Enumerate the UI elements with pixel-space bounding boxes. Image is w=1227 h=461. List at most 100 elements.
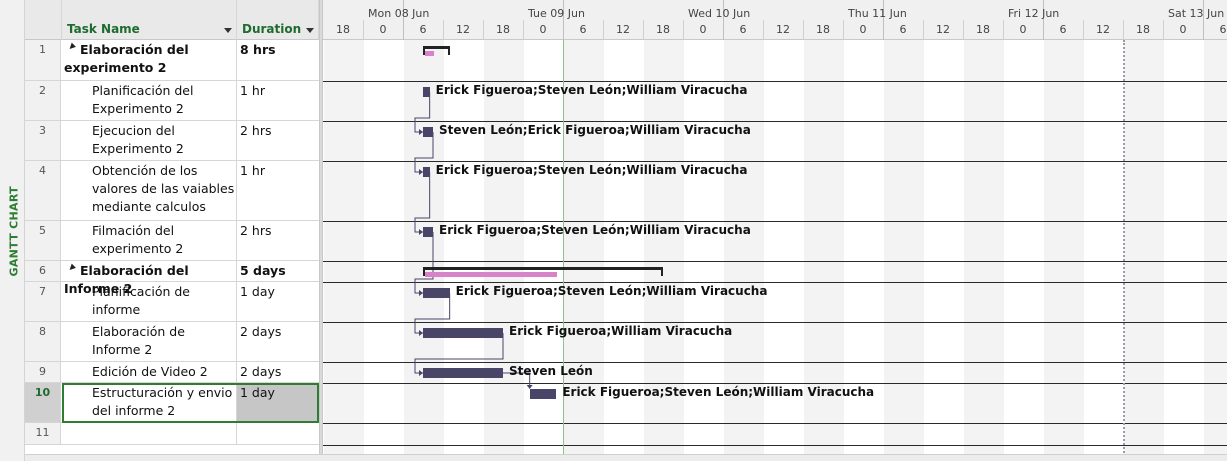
task-bar[interactable] [423,227,433,237]
task-name-cell[interactable]: Elaboración del Informe 2 [62,261,237,296]
row-separator [323,161,1227,162]
table-row[interactable]: 9 Edición de Video 2 2 days [25,362,319,383]
duration-cell[interactable]: 1 day [240,284,275,299]
dependency-link[interactable] [414,132,434,173]
task-name-cell[interactable]: Elaboración de Informe 2 [62,322,237,361]
nonworking-time-shade [1044,40,1084,461]
duration-cell[interactable]: 2 hrs [240,123,272,138]
filter-arrow-icon[interactable] [224,28,232,33]
horizontal-scrollbar[interactable] [25,454,1227,461]
row-id[interactable]: 9 [25,362,61,382]
row-id[interactable]: 6 [25,261,61,281]
row-id[interactable]: 2 [25,81,61,120]
dependency-link[interactable] [414,172,431,233]
timescale[interactable]: 18 0 6 12 18 0 6 12 18 0 6 12 18 0 6 12 18 0 6 12 18 0 6 Mon 08… [323,0,1227,40]
timescale-tick [1043,0,1044,40]
duration-cell[interactable] [237,423,319,444]
duration-cell[interactable]: 5 days [240,263,286,278]
table-row[interactable]: 11 [25,423,319,445]
row-id[interactable]: 3 [25,121,61,160]
row-separator [323,322,1227,323]
summary-bar[interactable] [423,267,663,276]
row-id[interactable]: 8 [25,322,61,361]
dependency-link[interactable] [414,232,434,294]
row-separator [323,121,1227,122]
row-id[interactable]: 7 [25,282,61,321]
table-row[interactable]: 2 Planificación del Experimento 2 1 hr [25,81,319,121]
task-name-cell[interactable]: Planificación del Experimento 2 [62,81,237,120]
timescale-hour-label: 18 [496,23,510,36]
duration-cell[interactable]: 1 hr [240,83,265,98]
table-row[interactable]: 6 Elaboración del Informe 2 5 days [25,261,319,296]
task-bar[interactable] [529,389,557,399]
table-row[interactable]: 5 Filmación del experimento 2 2 hrs [25,221,319,261]
dependency-link[interactable] [414,333,504,374]
task-name-cell[interactable]: Filmación del experimento 2 [62,221,237,260]
task-table: Task Name Duration 1 Elaboración del expe… [25,0,319,461]
task-name-cell[interactable]: Elaboración del experimento 2 [62,40,237,80]
collapse-triangle-icon[interactable] [67,42,76,52]
column-header-duration[interactable]: Duration [237,0,319,40]
row-id[interactable]: 5 [25,221,61,260]
table-row[interactable]: 4 Obtención de los valores de las vaiable… [25,161,319,221]
timescale-hour-label: 6 [579,23,587,36]
timescale-tick [443,20,444,40]
task-name-cell[interactable]: Planificación de informe [62,282,237,321]
filter-arrow-icon[interactable] [306,28,314,33]
row-id[interactable]: 1 [25,40,61,80]
duration-cell[interactable]: 1 day [237,383,319,422]
row-id[interactable]: 10 [25,383,61,422]
timescale-hour-label: 0 [1179,23,1187,36]
task-name-text: Estructuración y envio del informe 2 [92,385,233,418]
row-separator [323,221,1227,222]
task-name-text: Filmación del experimento 2 [92,223,184,256]
task-name-cell[interactable]: Obtención de los valores de las vaiables… [62,161,237,220]
duration-cell[interactable]: 2 hrs [240,223,272,238]
duration-cell[interactable]: 8 hrs [240,42,276,57]
row-separator [323,445,1227,446]
table-row[interactable]: 8 Elaboración de Informe 2 2 days [25,322,319,362]
table-row[interactable]: 7 Planificación de informe 1 day [25,282,319,322]
row-id[interactable]: 4 [25,161,61,220]
gantt-chart[interactable]: Erick Figueroa;Steven León;William Virac… [323,0,1227,461]
timescale-hour-label: 18 [816,23,830,36]
task-name-cell[interactable]: Edición de Video 2 [62,362,237,382]
table-row[interactable]: 1 Elaboración del experimento 2 8 hrs [25,40,319,81]
select-all-corner[interactable] [25,0,62,40]
timescale-tick [803,20,804,40]
row-separator [323,362,1227,363]
timescale-tick [923,20,924,40]
task-bar[interactable] [423,368,503,378]
view-bar[interactable]: GANTT CHART [0,0,25,461]
task-name-cell[interactable]: Ejecucion del Experimento 2 [62,121,237,160]
task-bar[interactable] [423,328,503,338]
timescale-hour-label: 0 [859,23,867,36]
timescale-tick [483,20,484,40]
timescale-hour-label: 12 [936,23,950,36]
task-name-cell[interactable]: Estructuración y envio del informe 2 [62,383,237,422]
split-bar[interactable] [319,0,323,461]
duration-cell[interactable]: 2 days [240,364,282,379]
task-bar[interactable] [423,87,430,97]
column-header-task-name[interactable]: Task Name [62,0,237,40]
task-bar[interactable] [423,288,450,298]
task-name-cell[interactable] [62,423,237,444]
task-name-text: Elaboración del experimento 2 [64,42,189,75]
current-date-line [563,40,564,461]
table-row[interactable]: 3 Ejecucion del Experimento 2 2 hrs [25,121,319,161]
dependency-link[interactable] [503,372,531,388]
dependency-link[interactable] [414,293,451,334]
duration-cell[interactable]: 2 days [240,324,282,339]
row-id[interactable]: 11 [25,423,61,444]
link-arrow-icon [419,129,423,135]
duration-cell[interactable]: 1 hr [240,163,265,178]
task-bar[interactable] [423,167,430,177]
collapse-triangle-icon[interactable] [67,263,76,273]
task-bar[interactable] [423,127,433,137]
timescale-tick [723,0,724,40]
task-name-text: Elaboración del Informe 2 [64,263,189,296]
timescale-tick [643,20,644,40]
dependency-link[interactable] [414,92,431,133]
summary-bar[interactable] [423,46,450,55]
